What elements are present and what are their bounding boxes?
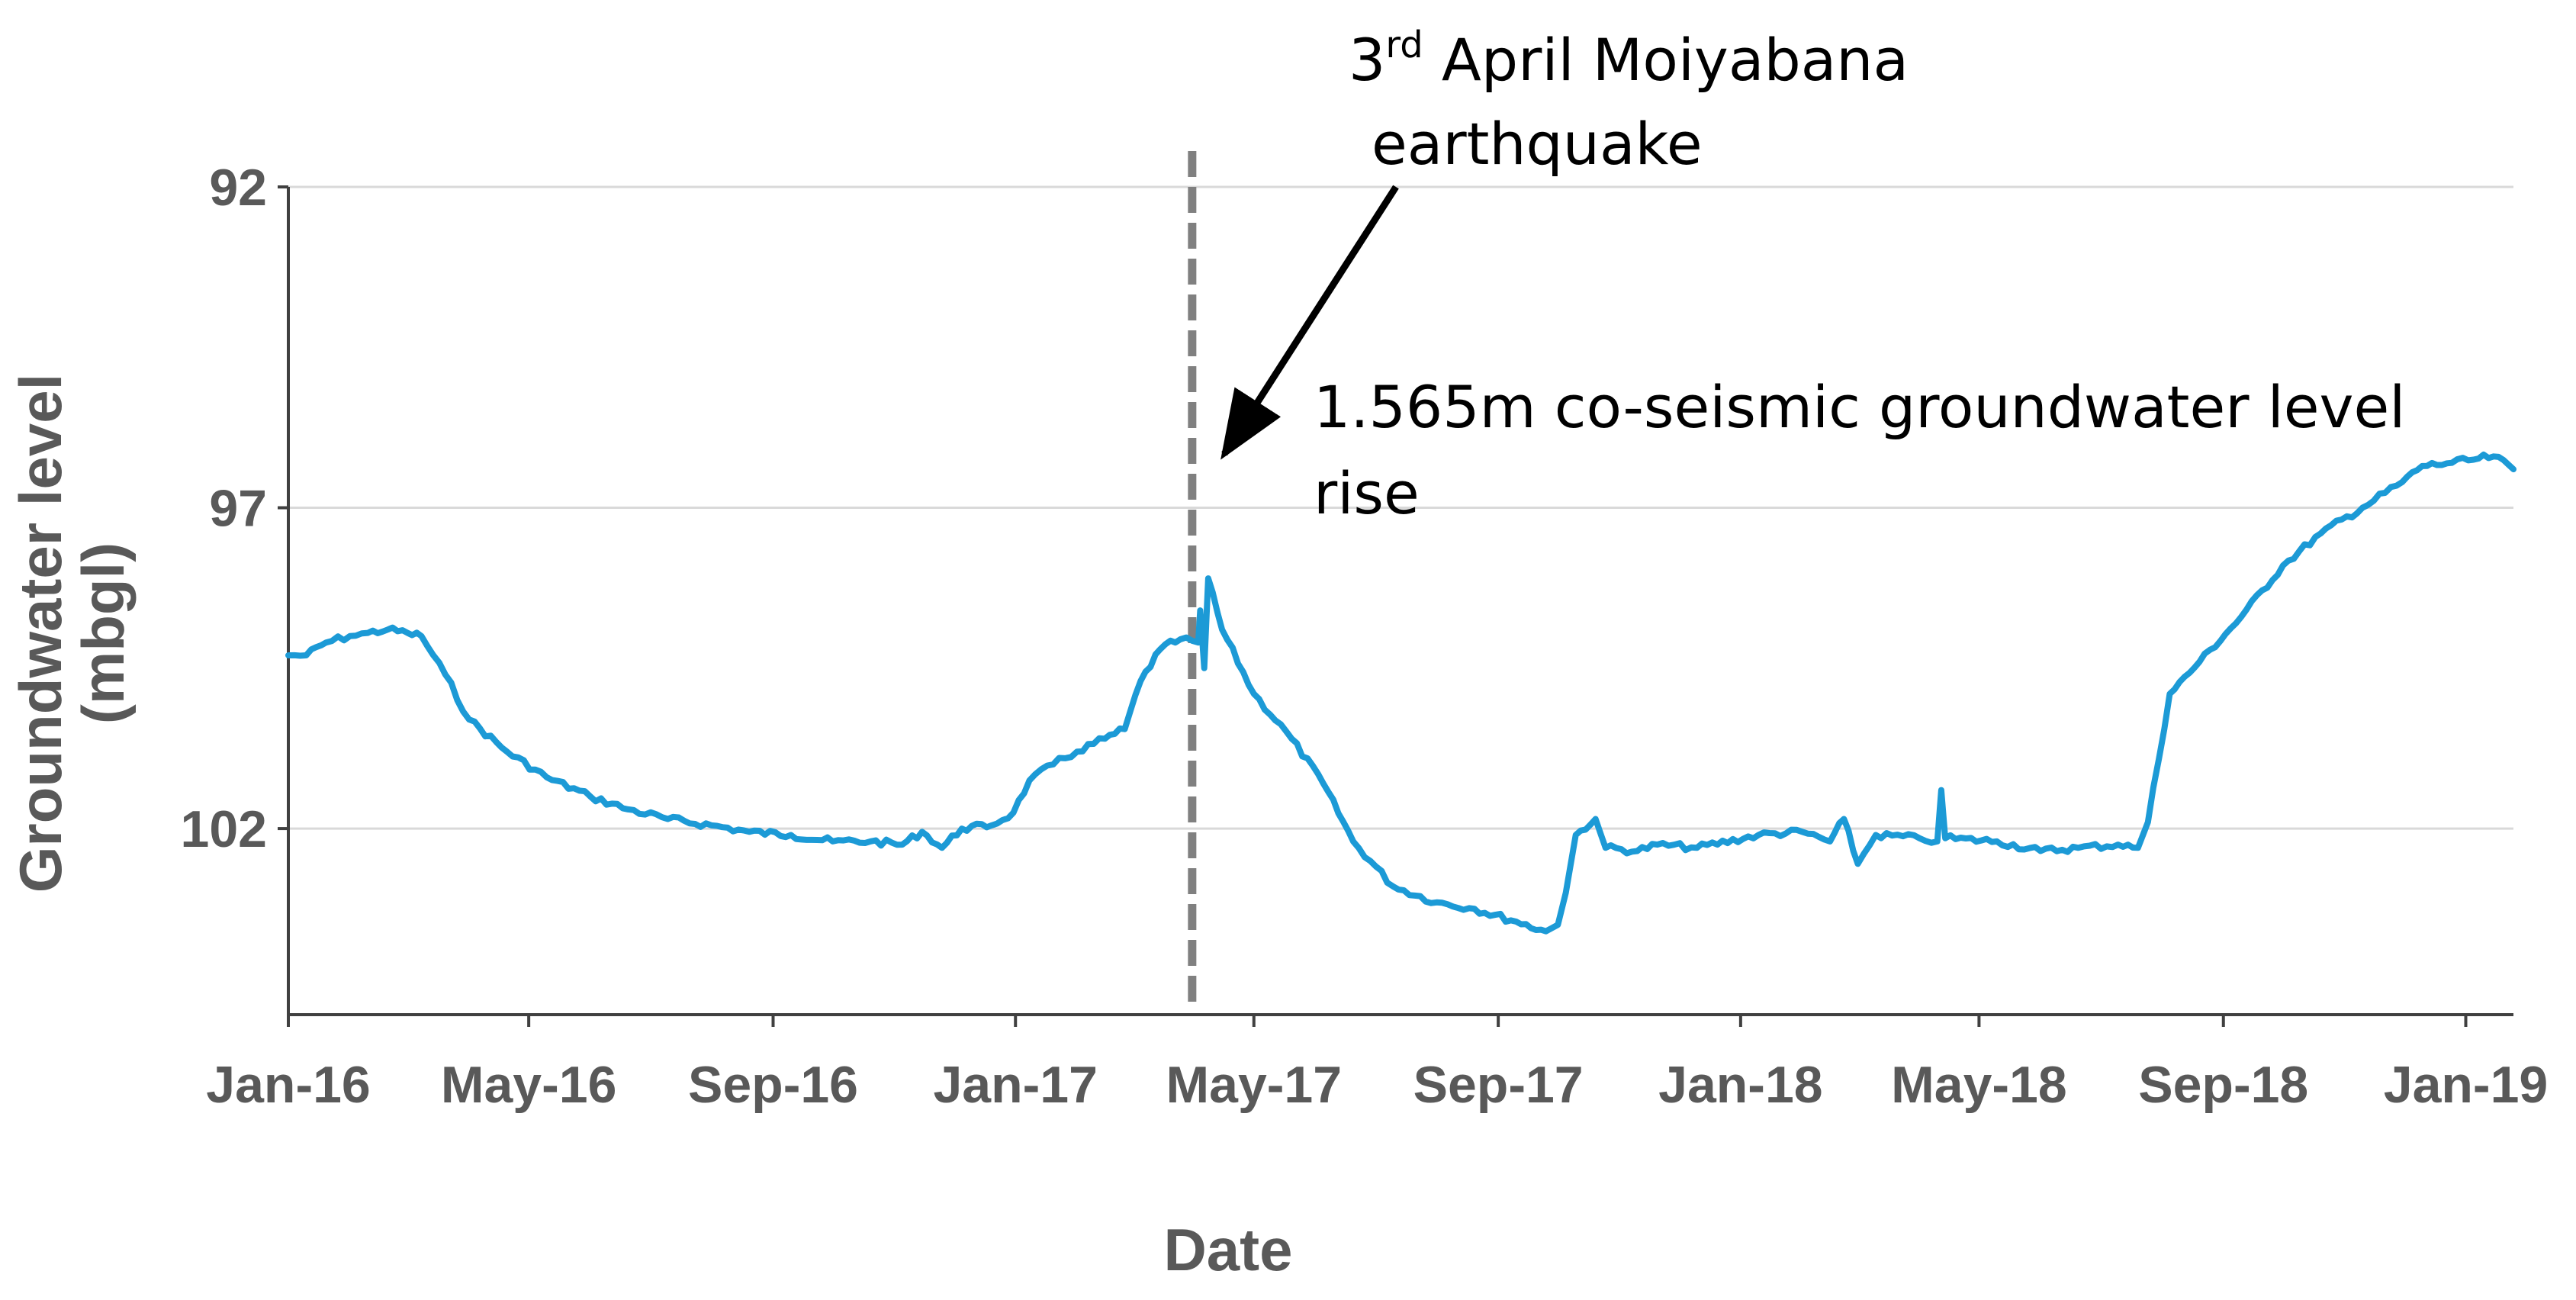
- y-axis-title-line2: (mbgl): [69, 542, 137, 724]
- series-layer: [285, 451, 2517, 935]
- xtick-label-Sep-16: Sep-16: [688, 1056, 858, 1114]
- ytick-label-97: 97: [209, 480, 267, 538]
- rise-annotation-line1: 1.565m co-seismic groundwater level: [1314, 373, 2405, 441]
- xtick-label-Sep-17: Sep-17: [1413, 1056, 1584, 1114]
- ytick-label-102: 102: [181, 800, 267, 858]
- xtick-label-Jan-18: Jan-18: [1658, 1056, 1822, 1114]
- xtick-label-May-18: May-18: [1891, 1056, 2067, 1114]
- xtick-label-Sep-18: Sep-18: [2138, 1056, 2308, 1114]
- earthquake-annotation-line2: earthquake: [1372, 110, 1703, 178]
- groundwater-level-line: [285, 451, 2517, 935]
- annotation-arrow: [1220, 185, 1399, 460]
- earthquake-annotation-number: 3: [1349, 26, 1385, 94]
- xtick-label-May-16: May-16: [441, 1056, 617, 1114]
- ytick-label-92: 92: [209, 159, 267, 217]
- earthquake-annotation-line1: 3rd April Moiyabana: [1349, 24, 1909, 94]
- xtick-label-Jan-19: Jan-19: [2384, 1056, 2548, 1114]
- xtick-label-Jan-16: Jan-16: [206, 1056, 370, 1114]
- y-axis-title-line1: Groundwater level: [7, 374, 74, 893]
- earthquake-annotation-text: April Moiyabana: [1423, 26, 1909, 94]
- rise-annotation-line2: rise: [1314, 459, 1420, 527]
- xtick-label-May-17: May-17: [1166, 1056, 1342, 1114]
- x-axis-title: Date: [1163, 1216, 1292, 1283]
- tick-labels: 92 97 102 Jan-16 May-16 Sep-16 Jan-17 May-17 Sep…: [181, 159, 2549, 1114]
- earthquake-annotation-superscript: rd: [1385, 24, 1423, 66]
- xtick-label-Jan-17: Jan-17: [933, 1056, 1097, 1114]
- axes: [278, 185, 2513, 1027]
